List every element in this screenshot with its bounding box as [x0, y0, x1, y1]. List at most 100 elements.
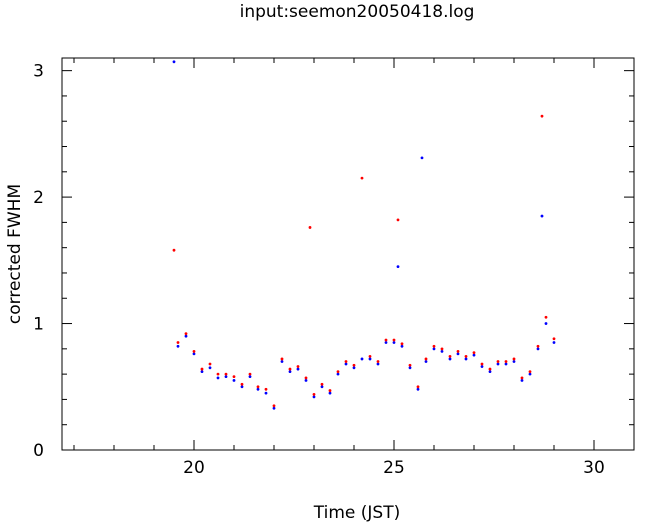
data-point-blue: [200, 370, 204, 373]
data-point-blue: [480, 365, 484, 368]
data-point-red: [432, 344, 436, 348]
data-point-blue: [488, 370, 492, 373]
data-point-blue: [320, 385, 324, 389]
data-point-red: [536, 344, 540, 348]
data-point-red: [408, 363, 412, 367]
data-point-blue: [424, 360, 428, 363]
x-tick-label: 25: [383, 458, 405, 478]
data-point-blue: [256, 387, 260, 391]
data-point-blue: [400, 344, 404, 348]
x-tick-label: 20: [183, 458, 205, 478]
data-point-red: [512, 357, 516, 361]
data-point-red: [504, 360, 508, 363]
data-point-red: [392, 338, 396, 342]
data-point-blue: [520, 379, 524, 382]
data-point-red: [440, 347, 444, 351]
data-point-red: [540, 114, 544, 118]
data-point-blue: [232, 379, 236, 382]
data-point-red: [368, 355, 372, 358]
data-point-red: [416, 385, 420, 389]
data-point-red: [344, 360, 348, 363]
data-point-blue: [368, 357, 372, 361]
data-point-red: [384, 338, 388, 342]
data-point-red: [312, 392, 316, 396]
data-point-blue: [172, 60, 176, 64]
data-point-blue: [416, 387, 420, 391]
data-point-red: [184, 332, 188, 336]
x-tick-label: 30: [583, 458, 605, 478]
data-point-red: [216, 372, 220, 376]
data-point-blue: [472, 353, 476, 357]
data-point-blue: [312, 395, 316, 399]
data-point-blue: [384, 341, 388, 344]
data-point-red: [336, 370, 340, 373]
data-point-red: [352, 363, 356, 367]
data-point-blue: [512, 360, 516, 363]
data-point-red: [396, 218, 400, 222]
data-point-red: [376, 360, 380, 363]
data-point-red: [480, 362, 484, 366]
data-point-blue: [208, 366, 212, 370]
data-point-red: [448, 355, 452, 358]
y-tick-label: 0: [33, 441, 44, 461]
data-point-red: [456, 349, 460, 353]
data-point-red: [264, 387, 268, 391]
y-tick-label: 2: [33, 188, 44, 208]
data-point-red: [472, 351, 476, 355]
data-point-blue: [464, 357, 468, 361]
data-point-blue: [224, 375, 228, 379]
data-point-red: [192, 349, 196, 353]
data-point-blue: [456, 352, 460, 356]
data-points: [172, 60, 556, 410]
y-axis-label: corrected FWHM: [5, 184, 25, 324]
data-point-red: [272, 404, 276, 408]
data-point-blue: [280, 360, 284, 363]
data-point-blue: [552, 341, 556, 344]
data-point-blue: [352, 366, 356, 370]
x-axis-label: Time (JST): [313, 503, 400, 523]
data-point-blue: [420, 156, 424, 160]
data-point-blue: [288, 370, 292, 373]
data-point-red: [528, 370, 532, 373]
data-point-blue: [360, 357, 364, 361]
data-point-blue: [216, 376, 220, 380]
data-point-blue: [496, 362, 500, 366]
y-tick-label: 3: [33, 62, 44, 82]
data-point-red: [232, 375, 236, 379]
data-point-blue: [440, 349, 444, 353]
data-point-blue: [336, 372, 340, 376]
data-point-blue: [264, 391, 268, 395]
data-point-blue: [536, 347, 540, 351]
data-point-red: [308, 226, 312, 229]
data-point-red: [172, 248, 176, 252]
data-point-blue: [528, 372, 532, 376]
data-point-blue: [408, 366, 412, 370]
data-point-red: [240, 382, 244, 386]
y-tick-label: 1: [33, 315, 44, 335]
plot-frame: [61, 57, 635, 451]
chart-title: input:seemon20050418.log: [240, 2, 475, 22]
data-point-red: [400, 342, 404, 346]
data-point-blue: [504, 362, 508, 366]
data-point-blue: [396, 265, 400, 269]
data-point-red: [464, 355, 468, 358]
data-point-blue: [432, 347, 436, 351]
data-point-red: [496, 360, 500, 363]
data-point-blue: [296, 367, 300, 371]
data-point-red: [488, 367, 492, 371]
data-point-red: [288, 367, 292, 371]
data-point-red: [544, 315, 548, 319]
data-point-red: [360, 176, 364, 180]
data-point-red: [280, 357, 284, 361]
data-point-blue: [304, 379, 308, 382]
data-point-red: [200, 367, 204, 371]
data-point-blue: [344, 362, 348, 366]
data-point-red: [224, 372, 228, 376]
data-point-red: [424, 357, 428, 361]
data-point-blue: [448, 357, 452, 361]
data-point-red: [320, 382, 324, 386]
data-point-blue: [544, 322, 548, 325]
data-point-blue: [240, 385, 244, 389]
